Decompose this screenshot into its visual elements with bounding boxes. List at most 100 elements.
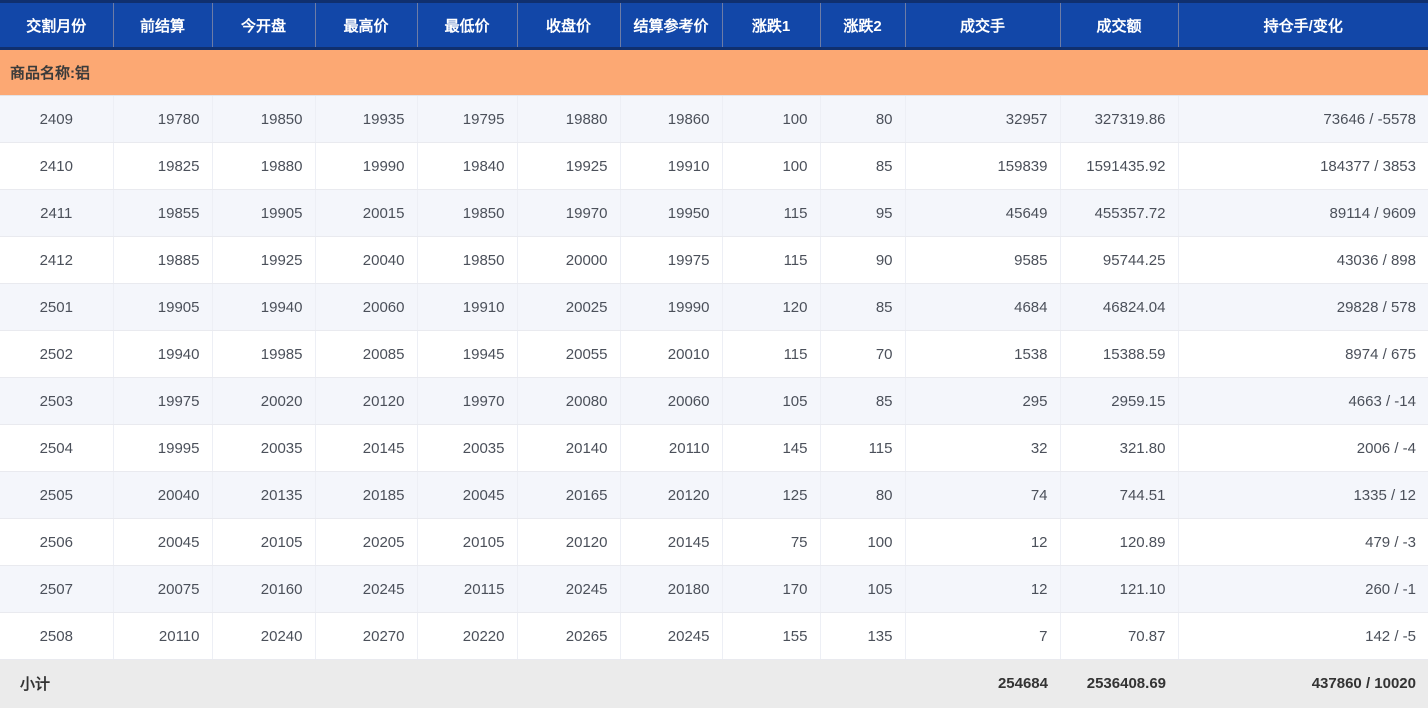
cell-turnover: 121.10	[1060, 565, 1179, 613]
subtotal-label: 小计	[0, 659, 113, 708]
cell-low: 20115	[417, 565, 518, 613]
cell-low: 19945	[417, 330, 518, 378]
table-row: 2504 19995 20035 20145 20035 20140 20110 145 115…	[0, 424, 1428, 472]
subtotal-volume: 254684	[905, 659, 1060, 708]
cell-close: 20000	[517, 236, 621, 284]
cell-open: 20105	[212, 518, 316, 566]
cell-high: 19990	[315, 142, 418, 190]
cell-delivery-month: 2503	[0, 377, 114, 425]
cell-open: 20240	[212, 612, 316, 660]
cell-high: 20245	[315, 565, 418, 613]
cell-change2: 100	[820, 518, 906, 566]
col-header-high: 最高价	[315, 0, 418, 50]
cell-change2: 105	[820, 565, 906, 613]
cell-low: 19910	[417, 283, 518, 331]
cell-prev-settlement: 20040	[113, 471, 213, 519]
cell-delivery-month: 2412	[0, 236, 114, 284]
cell-prev-settlement: 19905	[113, 283, 213, 331]
cell-close: 20120	[517, 518, 621, 566]
subtotal-turnover: 2536408.69	[1060, 659, 1178, 708]
cell-turnover: 1591435.92	[1060, 142, 1179, 190]
cell-settlement-ref: 19990	[620, 283, 723, 331]
col-header-volume: 成交手	[905, 0, 1061, 50]
cell-change1: 120	[722, 283, 821, 331]
cell-prev-settlement: 19940	[113, 330, 213, 378]
cell-close: 20025	[517, 283, 621, 331]
cell-high: 20145	[315, 424, 418, 472]
cell-change2: 90	[820, 236, 906, 284]
cell-change2: 80	[820, 471, 906, 519]
cell-change2: 95	[820, 189, 906, 237]
cell-volume: 9585	[905, 236, 1061, 284]
cell-open: 19850	[212, 95, 316, 143]
cell-change1: 100	[722, 142, 821, 190]
col-header-turnover: 成交额	[1060, 0, 1179, 50]
header-row: 交割月份 前结算 今开盘 最高价 最低价 收盘价 结算参考价 涨跌1 涨跌2 成…	[0, 0, 1428, 50]
cell-change2: 135	[820, 612, 906, 660]
cell-volume: 32957	[905, 95, 1061, 143]
cell-high: 20205	[315, 518, 418, 566]
cell-close: 20165	[517, 471, 621, 519]
cell-open-interest-change: 29828 / 578	[1178, 283, 1428, 331]
cell-delivery-month: 2501	[0, 283, 114, 331]
col-header-delivery-month: 交割月份	[0, 0, 114, 50]
cell-open: 19880	[212, 142, 316, 190]
cell-prev-settlement: 20075	[113, 565, 213, 613]
col-header-settlement-ref: 结算参考价	[620, 0, 723, 50]
cell-prev-settlement: 19885	[113, 236, 213, 284]
col-header-low: 最低价	[417, 0, 518, 50]
cell-turnover: 455357.72	[1060, 189, 1179, 237]
cell-close: 20080	[517, 377, 621, 425]
commodity-name-row: 商品名称:铝	[0, 48, 1428, 96]
cell-open: 19905	[212, 189, 316, 237]
cell-change1: 105	[722, 377, 821, 425]
table-row: 2411 19855 19905 20015 19850 19970 19950 115 95 4…	[0, 189, 1428, 237]
col-header-open-interest-change: 持仓手/变化	[1178, 0, 1428, 50]
cell-turnover: 321.80	[1060, 424, 1179, 472]
cell-open-interest-change: 8974 / 675	[1178, 330, 1428, 378]
cell-delivery-month: 2409	[0, 95, 114, 143]
col-header-prev-settlement: 前结算	[113, 0, 213, 50]
subtotal-spacer	[113, 659, 905, 708]
cell-settlement-ref: 20110	[620, 424, 723, 472]
cell-close: 19970	[517, 189, 621, 237]
subtotal-open-interest: 437860 / 10020	[1178, 659, 1428, 708]
cell-close: 19880	[517, 95, 621, 143]
cell-change1: 115	[722, 236, 821, 284]
cell-delivery-month: 2410	[0, 142, 114, 190]
cell-delivery-month: 2508	[0, 612, 114, 660]
cell-open-interest-change: 1335 / 12	[1178, 471, 1428, 519]
cell-settlement-ref: 20245	[620, 612, 723, 660]
cell-change1: 100	[722, 95, 821, 143]
cell-low: 19840	[417, 142, 518, 190]
table-row: 2508 20110 20240 20270 20220 20265 20245 155 135…	[0, 612, 1428, 660]
cell-volume: 4684	[905, 283, 1061, 331]
col-header-change2: 涨跌2	[820, 0, 906, 50]
cell-turnover: 15388.59	[1060, 330, 1179, 378]
cell-change2: 85	[820, 283, 906, 331]
cell-settlement-ref: 20145	[620, 518, 723, 566]
cell-settlement-ref: 20060	[620, 377, 723, 425]
cell-volume: 295	[905, 377, 1061, 425]
cell-delivery-month: 2502	[0, 330, 114, 378]
cell-prev-settlement: 19855	[113, 189, 213, 237]
cell-close: 19925	[517, 142, 621, 190]
cell-high: 20270	[315, 612, 418, 660]
cell-change2: 85	[820, 142, 906, 190]
col-header-close: 收盘价	[517, 0, 621, 50]
cell-high: 20015	[315, 189, 418, 237]
cell-open-interest-change: 2006 / -4	[1178, 424, 1428, 472]
col-header-change1: 涨跌1	[722, 0, 821, 50]
table-row: 2506 20045 20105 20205 20105 20120 20145 75 100 1…	[0, 518, 1428, 566]
cell-prev-settlement: 19975	[113, 377, 213, 425]
cell-prev-settlement: 19995	[113, 424, 213, 472]
cell-settlement-ref: 19860	[620, 95, 723, 143]
cell-prev-settlement: 19825	[113, 142, 213, 190]
cell-volume: 12	[905, 518, 1061, 566]
cell-low: 20105	[417, 518, 518, 566]
cell-open-interest-change: 184377 / 3853	[1178, 142, 1428, 190]
cell-low: 19970	[417, 377, 518, 425]
cell-settlement-ref: 20010	[620, 330, 723, 378]
cell-open: 19985	[212, 330, 316, 378]
